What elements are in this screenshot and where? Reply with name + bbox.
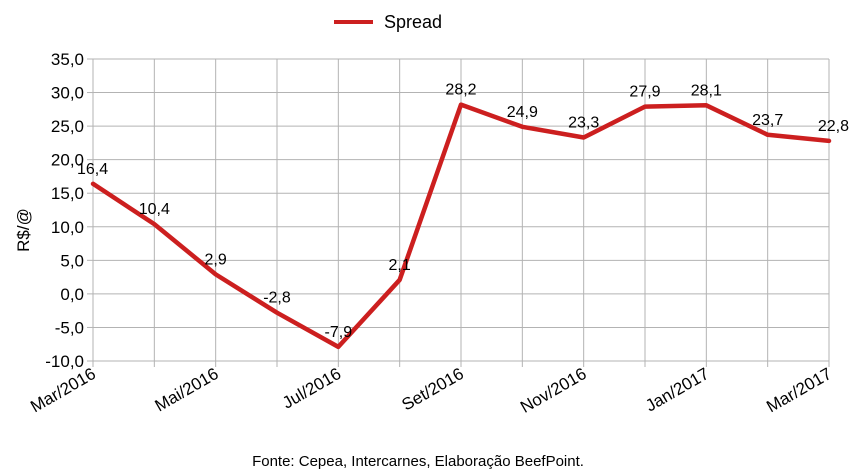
y-axis-label: R$/@ — [14, 208, 33, 252]
x-tick-label: Jul/2016 — [279, 364, 344, 413]
data-label: 28,2 — [445, 82, 476, 99]
x-tick-label: Set/2016 — [399, 364, 467, 414]
data-label: 28,1 — [691, 82, 722, 99]
x-tick-label: Nov/2016 — [517, 364, 590, 417]
y-tick-label: 25,0 — [51, 117, 84, 136]
gridlines — [87, 58, 830, 367]
data-label: -2,8 — [263, 290, 291, 307]
y-tick-label: -5,0 — [55, 318, 84, 337]
y-tick-label: 20,0 — [51, 151, 84, 170]
data-label: 23,3 — [568, 115, 599, 132]
y-tick-label: 5,0 — [60, 251, 84, 270]
x-tick-label: Mai/2016 — [152, 364, 222, 415]
data-label: 10,4 — [139, 201, 170, 218]
data-label: 22,8 — [818, 118, 849, 135]
x-tick-label: Jan/2017 — [642, 364, 712, 415]
y-tick-label: -10,0 — [45, 352, 84, 371]
series-line-spread — [90, 102, 832, 350]
data-label: 16,4 — [77, 161, 108, 178]
data-label: 24,9 — [507, 104, 538, 121]
data-label: -7,9 — [325, 324, 353, 341]
legend-label-spread: Spread — [384, 12, 442, 32]
y-tick-label: 15,0 — [51, 184, 84, 203]
series-spread — [90, 102, 832, 350]
data-label: 23,7 — [752, 112, 783, 129]
y-tick-labels: 35,0 30,0 25,0 20,0 15,0 10,0 5,0 0,0 -5,0 -10,0 — [45, 50, 84, 371]
data-label: 27,9 — [629, 84, 660, 101]
x-tick-label: Mar/2016 — [27, 364, 99, 416]
data-label: 2,1 — [389, 257, 411, 274]
y-tick-label: 10,0 — [51, 218, 84, 237]
axes — [92, 59, 829, 362]
x-tick-label: Mar/2017 — [763, 364, 835, 416]
data-label: 2,9 — [205, 251, 227, 268]
y-tick-label: 0,0 — [60, 285, 84, 304]
y-tick-label: 35,0 — [51, 50, 84, 69]
source-note: Fonte: Cepea, Intercarnes, Elaboração Be… — [252, 453, 584, 470]
x-tick-labels: Mar/2016 Mai/2016 Jul/2016 Set/2016 Nov/2016… — [27, 364, 835, 417]
data-labels: 16,4 10,4 2,9 -2,8 -7,9 2,1 28,2 24,9 23,3 27,9 28… — [77, 82, 849, 341]
legend: Spread — [334, 12, 442, 32]
y-tick-label: 30,0 — [51, 84, 84, 103]
